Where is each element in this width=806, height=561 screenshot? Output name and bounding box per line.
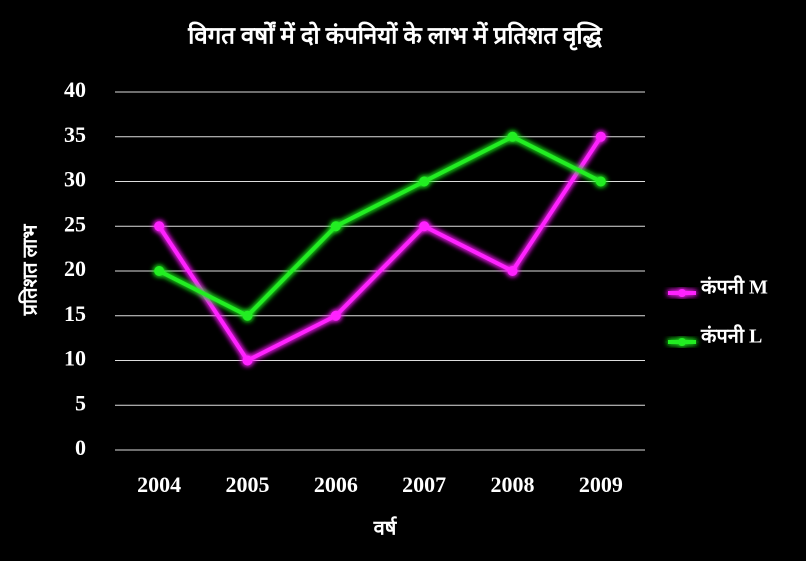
x-axis-label: वर्ष [373, 516, 398, 540]
series [154, 131, 606, 366]
point [595, 131, 606, 142]
x-tick-label: 2005 [226, 472, 270, 497]
legend-item [668, 289, 696, 297]
x-tick-label: 2006 [314, 472, 358, 497]
point [507, 266, 518, 276]
legend-item [668, 338, 696, 346]
point [242, 310, 253, 321]
point [242, 355, 253, 366]
legend-label: कंपनी L [700, 324, 762, 348]
y-tick-label: 10 [64, 346, 86, 371]
x-tick-label: 2008 [491, 472, 535, 497]
line [158, 134, 602, 318]
y-tick-label: 20 [64, 256, 86, 281]
x-tick-label: 2009 [579, 472, 623, 497]
legend-marker [678, 289, 686, 297]
y-tick-label: 35 [64, 122, 86, 147]
chart-title: विगत वर्षों में दो कंपनियों के लाभ में प… [187, 22, 602, 51]
y-axis-label: प्रतिशत लाभ [18, 224, 42, 317]
point [154, 266, 165, 276]
point [330, 221, 341, 232]
point [419, 176, 430, 187]
series [154, 131, 606, 321]
x-tick-label: 2004 [137, 472, 181, 497]
legend-label: कंपनी M [700, 275, 768, 299]
point [154, 221, 165, 232]
y-tick-label: 0 [75, 435, 86, 460]
y-tick-label: 25 [64, 211, 86, 236]
point [330, 310, 341, 321]
y-tick-label: 40 [64, 77, 86, 102]
y-tick-label: 15 [64, 301, 86, 326]
point [507, 131, 518, 142]
point [419, 221, 430, 232]
y-tick-label: 30 [64, 167, 86, 192]
y-tick-label: 5 [75, 390, 86, 415]
line [157, 135, 603, 363]
point [595, 176, 606, 187]
x-tick-label: 2007 [402, 472, 446, 497]
legend-marker [678, 338, 686, 346]
